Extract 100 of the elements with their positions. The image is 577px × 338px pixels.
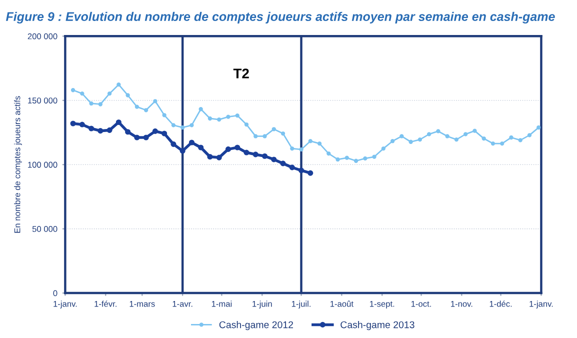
point [198,107,203,112]
point [116,82,121,87]
point [162,113,166,118]
point [354,158,358,163]
point [344,156,349,160]
x-tick-label: 1-mars [130,300,155,307]
y-tick-label: 0 [53,290,58,296]
point [143,134,149,140]
point [180,148,186,154]
point [70,88,76,92]
point [426,132,432,136]
point [89,101,94,106]
point [363,156,368,161]
point [217,117,222,122]
point [235,113,240,118]
point [482,136,486,141]
point [372,154,376,159]
point [290,146,294,151]
point [527,133,532,138]
point [408,140,413,144]
point [98,102,102,106]
point [271,156,277,162]
x-tick-label: 1-août [330,300,354,307]
point [244,122,249,127]
y-tick-label: 50 000 [32,226,58,232]
point [153,99,158,104]
x-tick-label: 1-mai [212,300,232,307]
point [162,130,168,136]
point [198,144,204,150]
point [244,150,250,156]
point [381,146,386,151]
y-tick-label: 200 000 [28,33,58,40]
x-tick-label: 1-févr. [94,300,116,307]
point [98,128,104,134]
point [225,146,231,152]
point [326,151,331,156]
point [336,157,340,162]
point [79,122,85,128]
chart-title: Figure 9 : Evolution du nombre de comptes joueurs actifs moyen par semaine en cash-game [6,12,555,24]
point [390,139,395,144]
x-tick-label: 1-janv. [54,300,77,308]
x-tick-label: 1-janv. [530,300,553,308]
y-axis-title: En nombre de comptes joueurs actifs [14,96,22,233]
point [252,152,258,158]
point [490,141,496,146]
point [180,125,185,130]
point [317,141,322,146]
point [254,134,258,138]
y-tick-label: 100 000 [28,162,58,168]
point [152,128,158,134]
point [445,134,450,138]
point [262,153,268,159]
point [280,160,286,166]
point [308,139,312,144]
x-tick-label: 1-sept. [370,300,394,308]
x-tick-label: 1-nov. [451,300,472,307]
x-tick-label: 1-déc. [490,300,512,307]
point [400,134,404,138]
point [500,141,504,146]
point [308,170,314,176]
point [509,135,514,140]
legend-label: Cash-game 2012 [219,321,294,330]
point [207,154,213,160]
point [454,137,459,142]
x-tick-label: 1-juin [252,300,272,308]
point [472,128,477,133]
point [226,114,230,119]
point [106,127,112,133]
point [171,123,176,128]
point [464,132,468,136]
legend-label: Cash-game 2013 [340,321,414,330]
point [107,91,112,96]
point [116,119,122,125]
point [144,108,148,112]
x-tick-label: 1-juil. [292,300,310,308]
point [216,154,222,160]
point [170,141,176,147]
x-tick-label: 1-avr. [172,300,192,307]
point [518,138,522,142]
point [289,164,295,170]
point [88,126,94,132]
point [280,131,286,136]
annotation: T2 [233,68,249,78]
y-tick-label: 150 000 [28,98,58,104]
point [262,134,267,138]
point [272,127,276,132]
point [70,120,76,126]
point [418,137,422,142]
point [134,104,140,109]
point [208,116,212,121]
point [298,168,304,174]
point [190,123,194,128]
point [234,144,240,150]
point [80,91,84,96]
point [134,134,140,140]
point [126,93,130,98]
point [125,129,131,135]
point [436,129,440,134]
point [299,147,304,152]
point [188,140,194,146]
